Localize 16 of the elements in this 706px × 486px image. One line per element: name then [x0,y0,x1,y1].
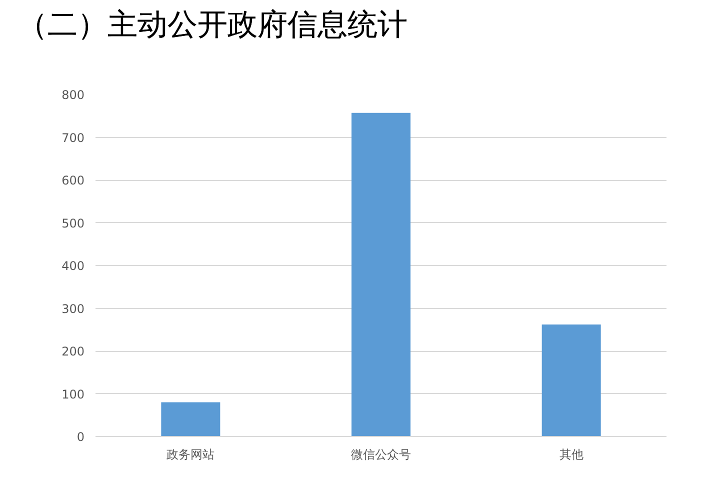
bar [352,112,410,436]
x-tick-label: 政务网站 [166,448,215,462]
bar [542,324,601,436]
y-tick-label: 400 [62,259,84,273]
y-tick-label: 100 [62,387,84,402]
y-tick-label: 300 [62,302,84,316]
y-tick-label: 800 [62,88,84,102]
x-tick-label: 其他 [559,448,584,462]
y-tick-label: 0 [76,430,85,444]
y-tick-label: 500 [62,216,84,230]
bar [161,402,220,436]
y-tick-label: 200 [62,344,84,358]
y-tick-label: 700 [62,130,84,145]
x-tick-label: 微信公众号 [351,448,411,462]
y-tick-label: 600 [62,174,84,188]
chart-title: （二）主动公开政府信息统计 [18,8,408,42]
